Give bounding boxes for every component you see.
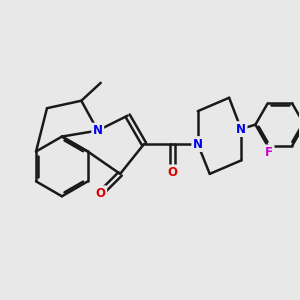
Text: O: O [96, 187, 106, 200]
Text: N: N [93, 124, 103, 137]
Text: O: O [167, 166, 177, 179]
Text: N: N [193, 137, 203, 151]
Text: N: N [236, 123, 246, 136]
Text: F: F [265, 146, 273, 159]
